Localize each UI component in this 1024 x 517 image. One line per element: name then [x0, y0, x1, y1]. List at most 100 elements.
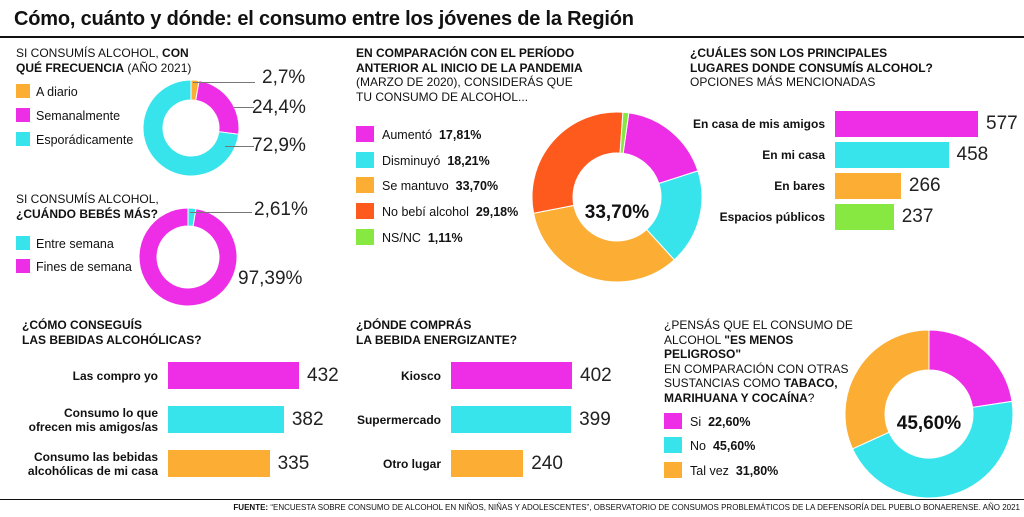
pandemic-title-rest: TU CONSUMO DE ALCOHOL...: [356, 89, 529, 104]
legend-swatch: [16, 132, 30, 146]
legend-item-sporadic: Esporádicamente: [16, 132, 133, 147]
bar-category-label: Otro lugar: [341, 457, 441, 471]
frequency-title-bold: CON: [162, 46, 189, 60]
legend-label: Esporádicamente: [36, 133, 134, 147]
legend-label: Fines de semana: [36, 260, 132, 274]
places-title-bold: ¿CUÁLES SON LOS PRINCIPALES: [690, 46, 888, 60]
bar-value-label: 432: [307, 364, 339, 386]
when-slice-fines-de-semana: [138, 207, 238, 307]
legend-swatch: [356, 229, 374, 245]
energy-title-bold: LA BEBIDA ENERGIZANTE?: [356, 332, 518, 347]
legend-item-no-drink: No bebí alcohol 29,18%: [356, 203, 518, 219]
legend-value: 31,80%: [735, 464, 779, 478]
title-rule: [0, 36, 1024, 38]
places-question: ¿CUÁLES SON LOS PRINCIPALES LUGARES DOND…: [690, 46, 990, 90]
pandemic-question: EN COMPARACIÓN CON EL PERÍODO ANTERIOR A…: [356, 46, 596, 104]
legend-label: A diario: [36, 85, 78, 99]
legend-value: 29,18%: [475, 205, 519, 219]
bar-category-label: En casa de mis amigos: [665, 117, 825, 131]
when-title-bold: ¿CUÁNDO BEBÉS MÁS?: [16, 206, 159, 221]
legend-item-maybe: Tal vez 31,80%: [664, 462, 778, 478]
legend-label: Se mantuvo: [382, 179, 449, 193]
legend-label: Semanalmente: [36, 109, 121, 123]
bar-0: [835, 111, 978, 137]
pandemic-title-rest: (MARZO DE 2020), CONSIDERÁS QUE: [356, 75, 573, 89]
bar-value-label: 399: [579, 408, 611, 430]
bar-value-label: 458: [956, 144, 989, 165]
legend-item-weekends: Fines de semana: [16, 259, 132, 274]
danger-title-bold: "ES MENOS PELIGROSO": [664, 332, 794, 362]
frequency-slice-semanalmente: [195, 80, 240, 135]
value-label-sporadic: 72,9%: [252, 135, 306, 156]
bar-category-line: En mi casa: [762, 148, 825, 162]
legend-swatch: [664, 413, 682, 429]
bar-category-line: En casa de mis amigos: [692, 117, 825, 131]
danger-donut-chart: [844, 329, 1014, 499]
legend-value: 33,70%: [455, 179, 499, 193]
bar-category-line: Supermercado: [356, 412, 441, 427]
legend-label: Entre semana: [36, 237, 114, 251]
bar-category-line: Consumo lo que: [64, 405, 158, 420]
legend-label: NS/NC: [382, 231, 421, 245]
legend-item-weekdays: Entre semana: [16, 236, 114, 251]
pandemic-donut-chart: [531, 111, 703, 283]
danger-question: ¿PENSÁS QUE EL CONSUMO DE ALCOHOL "ES ME…: [664, 318, 864, 405]
value-label-weekdays: 2,61%: [254, 199, 308, 220]
danger-title-bold: TABACO,: [783, 376, 838, 390]
bar-category-label: Supermercado: [341, 413, 441, 427]
source-note: FUENTE: “ENCUESTA SOBRE CONSUMO DE ALCOH…: [233, 503, 1020, 512]
pandemic-title-bold: EN COMPARACIÓN CON EL PERÍODO ANTERIOR A…: [356, 46, 583, 75]
legend-swatch: [356, 203, 374, 219]
legend-item-same: Se mantuvo 33,70%: [356, 177, 498, 193]
legend-value: 18,21%: [447, 154, 490, 168]
obtain-title-bold: LAS BEBIDAS ALCOHÓLICAS?: [22, 332, 202, 347]
bar-category-label: En mi casa: [665, 148, 825, 162]
legend-value: 45,60%: [712, 439, 756, 453]
legend-swatch: [356, 126, 374, 142]
danger-slice-si: [928, 329, 1013, 408]
legend-item-decreased: Disminuyó 18,21%: [356, 152, 490, 168]
page-title: Cómo, cuánto y dónde: el consumo entre l…: [14, 8, 634, 30]
frequency-slice-espor-dicamente: [142, 79, 240, 177]
bar-value-label: 402: [580, 364, 612, 386]
bar-2: [168, 450, 270, 477]
bar-value-label: 266: [908, 175, 941, 196]
legend-value: 17,81%: [438, 128, 482, 142]
obtain-title-bold: ¿CÓMO CONSEGUÍS: [22, 318, 143, 332]
bar-category-label: Kiosco: [341, 369, 441, 383]
frequency-title-bold2: QUÉ FRECUENCIA: [16, 60, 125, 75]
legend-label: Disminuyó: [382, 154, 441, 168]
legend-label: No: [690, 439, 706, 453]
frequency-donut-chart: [142, 79, 240, 177]
bar-category-label: En bares: [665, 179, 825, 193]
source-label: FUENTE:: [233, 503, 269, 512]
legend-item-increased: Aumentó 17,81%: [356, 126, 481, 142]
legend-label: No bebí alcohol: [382, 205, 469, 219]
legend-swatch: [16, 108, 30, 122]
bar-category-line: Consumo las bebidas: [33, 449, 158, 464]
places-subtitle: OPCIONES MÁS MENCIONADAS: [690, 75, 876, 89]
places-title-bold: LUGARES DONDE CONSUMÍS ALCOHOL?: [690, 60, 933, 75]
bar-1: [835, 142, 949, 168]
legend-label: Tal vez: [690, 464, 729, 478]
bar-1: [168, 406, 284, 433]
when-donut-chart: [138, 207, 238, 307]
value-label-daily: 2,7%: [262, 67, 306, 88]
bar-category-label: Consumo lo que ofrecen mis amigos/as: [8, 406, 158, 434]
bar-category-line: Otro lugar: [382, 456, 441, 471]
bar-2: [451, 450, 524, 477]
leader-line: [190, 212, 252, 213]
legend-value: 1,11%: [427, 231, 463, 245]
bar-2: [835, 173, 901, 199]
danger-center-label: 45,60%: [896, 413, 962, 434]
energy-title-bold: ¿DÓNDE COMPRÁS: [356, 318, 472, 332]
danger-title-bold: MARIHUANA Y COCAÍNA: [664, 390, 808, 405]
legend-swatch: [356, 177, 374, 193]
value-label-weekly: 24,4%: [252, 97, 306, 118]
legend-swatch: [356, 152, 374, 168]
bar-category-label: Consumo las bebidas alcohólicas de mi cas…: [8, 450, 158, 478]
danger-title-part: EN COMPARACIÓN CON OTRAS: [664, 361, 849, 376]
danger-slice-no: [851, 400, 1014, 499]
danger-title-part: ¿PENSÁS QUE EL CONSUMO DE: [664, 318, 853, 332]
energy-question: ¿DÓNDE COMPRÁS LA BEBIDA ENERGIZANTE?: [356, 318, 596, 347]
